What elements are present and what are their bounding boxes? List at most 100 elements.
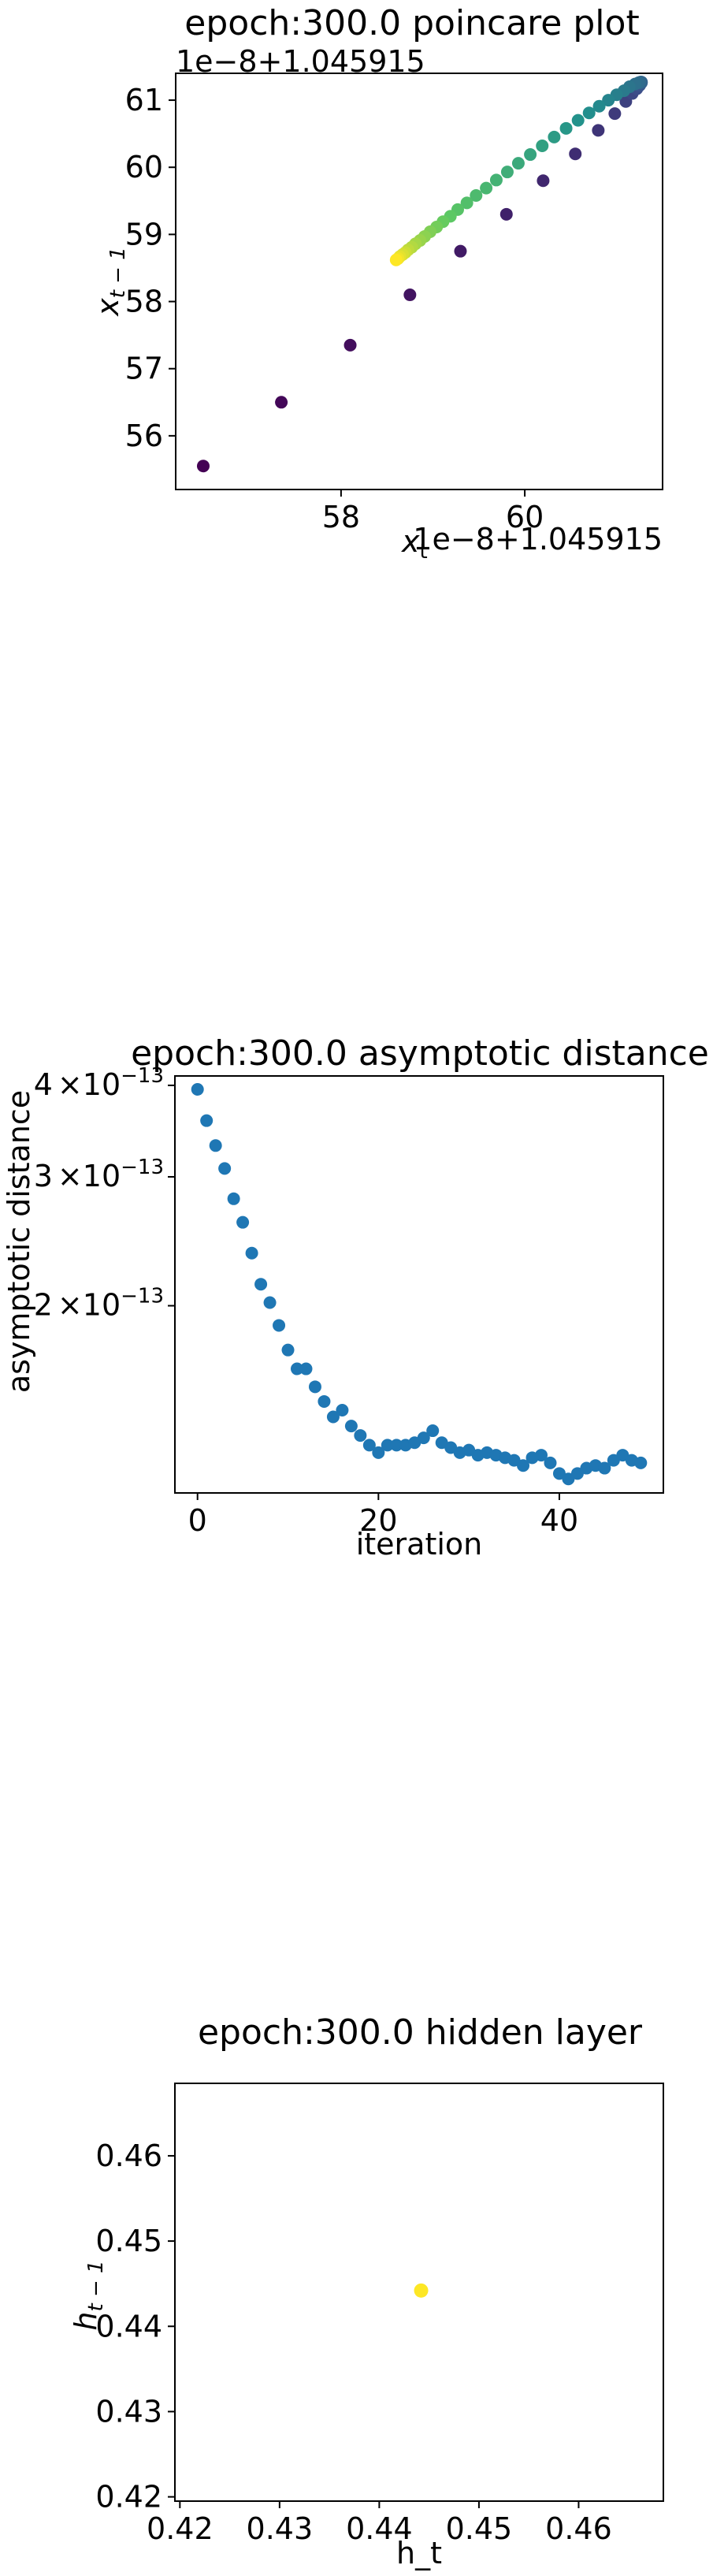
- poincare-point: [582, 106, 596, 120]
- poincare-y-tick-label: 61: [125, 83, 163, 117]
- poincare-points: [196, 76, 648, 473]
- asymptotic-point: [299, 1362, 313, 1375]
- poincare-point: [602, 94, 615, 107]
- poincare-point: [571, 114, 585, 127]
- poincare-point: [489, 173, 503, 187]
- poincare-point: [460, 196, 473, 210]
- asymptotic-point: [263, 1296, 277, 1309]
- poincare-y-ticks: 56 57 58 59 60 61: [125, 83, 176, 453]
- poincare-y-axis-label: xt − 1: [91, 247, 130, 317]
- poincare-point: [499, 207, 513, 221]
- asymptotic-x-ticks: 0 20 40: [188, 1493, 578, 1538]
- asymptotic-point: [362, 1439, 376, 1452]
- asymptotic-points: [191, 1082, 648, 1486]
- poincare-point: [480, 181, 493, 195]
- poincare-point: [344, 338, 357, 352]
- asymptotic-y-tick-label: 4 ×10−13: [34, 1064, 164, 1102]
- hidden-layer-y-tick-label: 0.43: [95, 2394, 162, 2429]
- hidden-layer-points: [414, 2283, 429, 2298]
- poincare-x-offset-label: 1e−8+1.045915: [413, 522, 663, 557]
- poincare-plot-title: epoch:300.0 poincare plot: [184, 3, 639, 43]
- hidden-layer-panel: epoch:300.0 hidden layer 0.42 0.43 0.44 0.4…: [69, 2012, 664, 2570]
- asymptotic-point: [236, 1215, 250, 1229]
- asymptotic-point: [552, 1467, 566, 1480]
- asymptotic-y-ticks: 2 ×10−13 3 ×10−13 4 ×10−13: [34, 1064, 175, 1323]
- asymptotic-distance-panel: epoch:300.0 asymptotic distance 0 20 40 2 ×…: [2, 1033, 709, 1562]
- asymptotic-point: [336, 1404, 349, 1417]
- asymptotic-point: [344, 1420, 358, 1433]
- asymptotic-point: [598, 1461, 611, 1475]
- hidden-layer-y-tick-label: 0.45: [95, 2224, 162, 2258]
- asymptotic-point: [227, 1192, 240, 1205]
- poincare-point: [536, 139, 549, 152]
- asymptotic-point: [281, 1343, 295, 1357]
- hidden-layer-point: [414, 2283, 429, 2298]
- asymptotic-point: [245, 1246, 258, 1260]
- asymptotic-point: [544, 1456, 557, 1469]
- hidden-layer-y-tick-label: 0.44: [95, 2309, 162, 2343]
- poincare-x-tick-label: 60: [506, 500, 544, 534]
- poincare-point: [569, 147, 582, 161]
- hidden-layer-y-axis-label: ht − 1: [69, 2260, 108, 2330]
- asymptotic-point: [354, 1429, 367, 1442]
- asymptotic-y-axis-label: asymptotic distance: [2, 1090, 36, 1393]
- poincare-point: [454, 244, 467, 258]
- poincare-y-tick-label: 60: [125, 150, 163, 184]
- asymptotic-point: [200, 1114, 214, 1127]
- asymptotic-distance-title: epoch:300.0 asymptotic distance: [131, 1033, 709, 1074]
- asymptotic-point: [254, 1278, 268, 1291]
- poincare-point: [559, 121, 573, 135]
- poincare-point: [592, 124, 605, 137]
- asymptotic-y-tick-label: 3 ×10−13: [34, 1156, 164, 1193]
- poincare-point: [537, 174, 550, 188]
- asymptotic-x-axis-label: iteration: [356, 1527, 483, 1562]
- poincare-point: [524, 148, 537, 162]
- poincare-y-tick-label: 58: [125, 285, 163, 319]
- hidden-layer-x-axis-label: h_t: [396, 2536, 442, 2570]
- poincare-point: [608, 107, 622, 121]
- hidden-layer-y-ticks: 0.42 0.43 0.44 0.45 0.46: [95, 2139, 175, 2515]
- hidden-layer-plot-area: [174, 2083, 664, 2502]
- poincare-point: [275, 396, 288, 409]
- hidden-layer-title: epoch:300.0 hidden layer: [198, 2012, 643, 2053]
- asymptotic-x-tick-label: 40: [540, 1503, 578, 1538]
- hidden-layer-x-tick-label: 0.43: [247, 2511, 314, 2546]
- asymptotic-point: [326, 1410, 340, 1424]
- asymptotic-y-tick-label: 2 ×10−13: [34, 1285, 164, 1323]
- poincare-point: [500, 166, 514, 179]
- poincare-point: [389, 253, 403, 266]
- poincare-y-tick-label: 57: [125, 352, 163, 386]
- asymptotic-point: [517, 1459, 530, 1472]
- poincare-point: [470, 188, 483, 202]
- hidden-layer-x-tick-label: 0.42: [147, 2511, 214, 2546]
- asymptotic-point: [318, 1394, 331, 1408]
- asymptotic-x-tick-label: 0: [188, 1503, 207, 1538]
- asymptotic-point: [634, 1456, 648, 1469]
- asymptotic-point: [381, 1439, 394, 1452]
- asymptotic-point: [209, 1139, 222, 1152]
- poincare-y-tick-label: 59: [125, 217, 163, 251]
- hidden-layer-x-tick-label: 0.44: [346, 2511, 413, 2546]
- asymptotic-point: [562, 1472, 575, 1486]
- asymptotic-point: [218, 1162, 232, 1175]
- asymptotic-x-tick-label: 20: [359, 1503, 397, 1538]
- hidden-layer-y-tick-label: 0.42: [95, 2480, 162, 2515]
- asymptotic-point: [390, 1439, 403, 1452]
- poincare-x-tick-label: 58: [322, 500, 360, 534]
- poincare-point: [592, 99, 606, 113]
- poincare-point: [196, 460, 210, 473]
- asymptotic-plot-area: [174, 1075, 664, 1494]
- poincare-x-ticks: 58 60: [322, 490, 544, 534]
- poincare-point: [403, 288, 417, 302]
- hidden-layer-x-tick-label: 0.46: [545, 2511, 612, 2546]
- asymptotic-point: [372, 1446, 385, 1459]
- asymptotic-point: [535, 1449, 548, 1462]
- asymptotic-point: [308, 1380, 321, 1394]
- hidden-layer-y-tick-label: 0.46: [95, 2139, 162, 2173]
- asymptotic-point: [273, 1319, 286, 1332]
- poincare-point: [548, 130, 561, 143]
- hidden-layer-x-tick-label: 0.45: [446, 2511, 513, 2546]
- poincare-y-tick-label: 56: [125, 419, 163, 453]
- poincare-plot-panel: epoch:300.0 poincare plot 1e−8+1.045915 …: [91, 3, 663, 564]
